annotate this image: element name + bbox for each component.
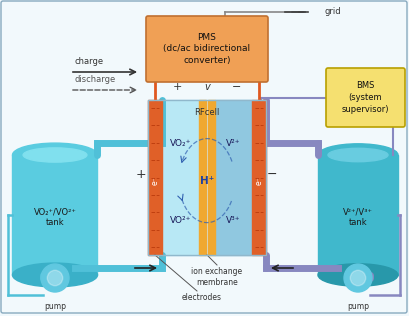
Text: +: + bbox=[172, 82, 182, 92]
Bar bbox=[317, 155, 397, 275]
Text: RFcell: RFcell bbox=[194, 108, 219, 117]
Text: grid: grid bbox=[324, 8, 341, 16]
Text: VO²⁺: VO²⁺ bbox=[169, 216, 191, 225]
Circle shape bbox=[41, 264, 69, 292]
Ellipse shape bbox=[12, 143, 97, 167]
Circle shape bbox=[349, 270, 365, 286]
Text: pump: pump bbox=[346, 302, 368, 311]
Text: e⁻: e⁻ bbox=[150, 176, 159, 185]
Text: e⁻: e⁻ bbox=[254, 176, 263, 185]
Text: V²⁺: V²⁺ bbox=[226, 139, 240, 148]
Text: H⁺: H⁺ bbox=[200, 176, 213, 185]
Text: BMS
(system
supervisor): BMS (system supervisor) bbox=[341, 81, 388, 114]
Circle shape bbox=[343, 264, 371, 292]
Text: electrodes: electrodes bbox=[182, 293, 221, 302]
Ellipse shape bbox=[327, 148, 387, 162]
Text: −: − bbox=[231, 82, 240, 92]
Ellipse shape bbox=[23, 148, 87, 162]
Text: −: − bbox=[266, 168, 276, 181]
Text: pump: pump bbox=[44, 302, 66, 311]
Bar bbox=[252, 100, 265, 255]
Text: discharge: discharge bbox=[75, 75, 116, 84]
Text: VO₂⁺: VO₂⁺ bbox=[169, 139, 191, 148]
Text: ion exchange
membrane: ion exchange membrane bbox=[191, 267, 242, 287]
Bar bbox=[198, 100, 205, 255]
Text: charge: charge bbox=[75, 57, 104, 66]
Bar bbox=[162, 100, 198, 255]
Bar bbox=[207, 100, 214, 255]
Bar bbox=[12, 155, 97, 275]
FancyBboxPatch shape bbox=[146, 16, 267, 82]
Text: V³⁺: V³⁺ bbox=[226, 216, 240, 225]
Text: PMS
(dc/ac bidirectional
converter): PMS (dc/ac bidirectional converter) bbox=[163, 33, 250, 65]
Ellipse shape bbox=[317, 144, 397, 166]
Text: v: v bbox=[204, 82, 209, 92]
Bar bbox=[148, 100, 265, 255]
Circle shape bbox=[47, 270, 63, 286]
Ellipse shape bbox=[317, 264, 397, 286]
Text: +: + bbox=[135, 168, 146, 181]
FancyBboxPatch shape bbox=[325, 68, 404, 127]
Text: VO₂⁺/VO²⁺
tank: VO₂⁺/VO²⁺ tank bbox=[34, 207, 76, 228]
Text: V²⁺/V³⁺
tank: V²⁺/V³⁺ tank bbox=[342, 207, 372, 228]
Ellipse shape bbox=[12, 263, 97, 287]
Bar bbox=[148, 100, 162, 255]
Bar bbox=[148, 100, 265, 255]
Bar bbox=[214, 100, 252, 255]
